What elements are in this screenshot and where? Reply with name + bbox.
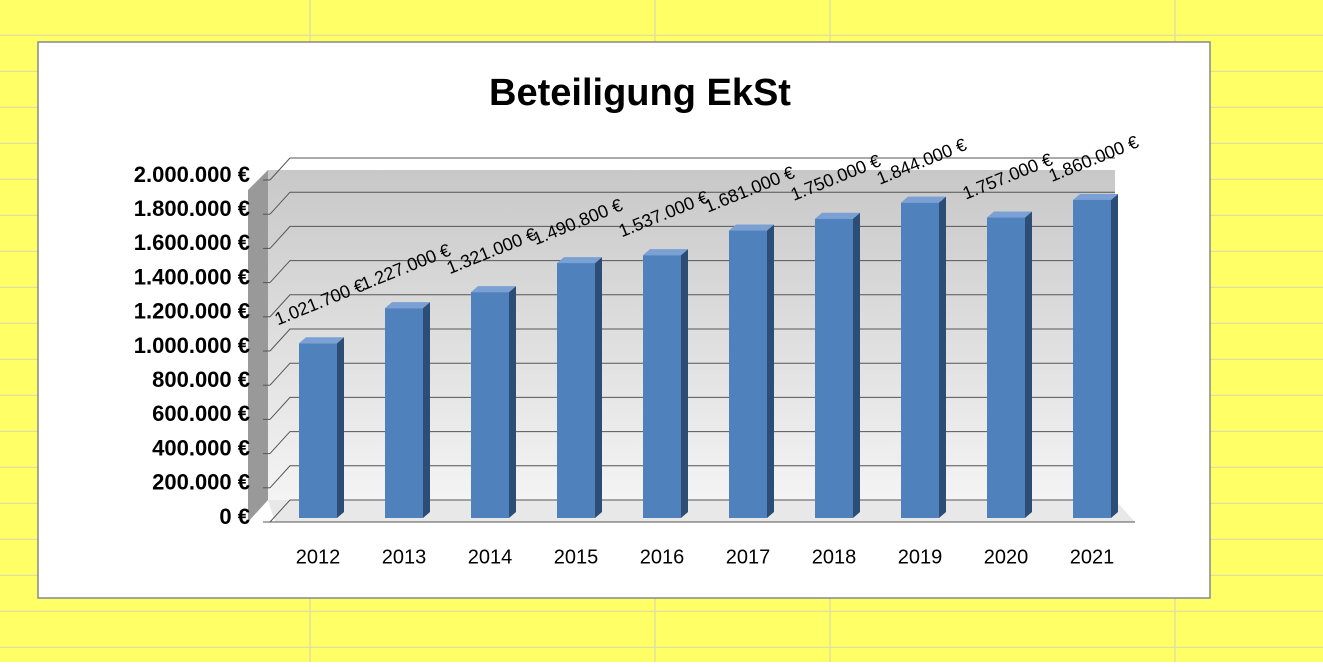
x-tick-label: 2021 <box>1070 546 1115 568</box>
bar-top <box>1073 193 1118 200</box>
grid-line <box>269 157 1115 181</box>
y-tick-label: 0 € <box>219 504 250 529</box>
bar <box>987 217 1025 519</box>
bar-side <box>681 249 688 518</box>
bar-side <box>939 196 946 518</box>
x-tick-label: 2019 <box>898 546 943 568</box>
y-tick-label: 1.600.000 € <box>134 230 250 255</box>
side-wall <box>248 170 268 522</box>
y-tick-label: 1.400.000 € <box>134 264 250 289</box>
chart-title: Beteiligung EkSt <box>489 72 791 114</box>
bar-side <box>767 224 774 518</box>
bar-top <box>385 302 430 309</box>
bar <box>299 343 337 518</box>
x-tick-label: 2012 <box>296 546 341 568</box>
y-tick-label: 600.000 € <box>152 401 250 426</box>
bar-top <box>987 211 1032 218</box>
x-tick-label: 2013 <box>382 546 427 568</box>
bar-side <box>1025 211 1032 519</box>
x-tick-label: 2018 <box>812 546 857 568</box>
bar <box>901 202 939 518</box>
bar-top <box>815 212 860 219</box>
bar-top <box>299 337 344 344</box>
bar-side <box>423 302 430 518</box>
y-tick-label: 2.000.000 € <box>134 162 250 187</box>
x-tick-label: 2017 <box>726 546 771 568</box>
y-tick-label: 200.000 € <box>152 470 250 495</box>
bar-top <box>643 249 688 256</box>
x-tick-label: 2016 <box>640 546 685 568</box>
bar <box>557 263 595 518</box>
bar-top <box>729 224 774 231</box>
y-tick-label: 1.000.000 € <box>134 333 250 358</box>
bar-side <box>1111 193 1118 518</box>
bar-side <box>853 212 860 518</box>
x-tick-label: 2014 <box>468 546 513 568</box>
y-tick-label: 1.800.000 € <box>134 196 250 221</box>
bar-side <box>337 337 344 518</box>
x-tick-label: 2020 <box>984 546 1029 568</box>
bar <box>471 292 509 518</box>
bar-side <box>509 286 516 518</box>
grid-line <box>269 191 1115 215</box>
y-tick-label: 800.000 € <box>152 367 250 392</box>
bar-top <box>471 286 516 293</box>
bar-top <box>557 257 602 264</box>
bar <box>385 308 423 518</box>
bar <box>1073 199 1111 518</box>
y-tick-label: 400.000 € <box>152 435 250 460</box>
bar <box>729 230 767 518</box>
bar-top <box>901 196 946 203</box>
x-tick-label: 2015 <box>554 546 599 568</box>
y-tick-label: 1.200.000 € <box>134 299 250 324</box>
bar <box>643 255 681 518</box>
bar-side <box>595 257 602 518</box>
bar <box>815 218 853 518</box>
